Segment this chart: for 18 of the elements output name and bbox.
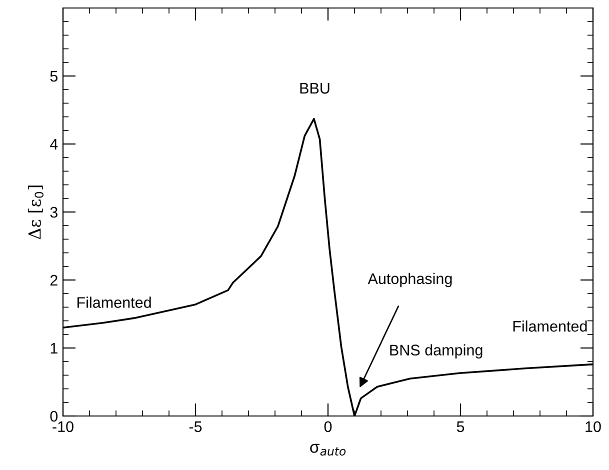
- y-tick-label: 4: [50, 139, 58, 150]
- y-tick-label: 0: [50, 410, 58, 422]
- x-tick-label: 10: [586, 421, 601, 432]
- annotation: Autophasing: [368, 272, 452, 288]
- annotation: BBU: [300, 83, 330, 94]
- x-tick-label: -5: [189, 421, 202, 432]
- y-tick-label: 5: [50, 71, 58, 82]
- x-tick-label: 5: [456, 421, 464, 432]
- x-axis-title: σ$_{auto}$: [310, 444, 346, 456]
- y-axis-title: Δε [ε$_{0}$]: [28, 186, 44, 240]
- annotation: Filamented: [78, 296, 151, 308]
- annotation: Filamented: [513, 320, 587, 332]
- y-tick-label: 1: [50, 343, 58, 354]
- annotation: BNS damping: [390, 344, 482, 359]
- y-tick-label: 2: [50, 274, 58, 286]
- x-tick-label: -10: [52, 421, 74, 432]
- x-tick-label: 0: [324, 421, 332, 432]
- y-tick-label: 3: [50, 206, 58, 218]
